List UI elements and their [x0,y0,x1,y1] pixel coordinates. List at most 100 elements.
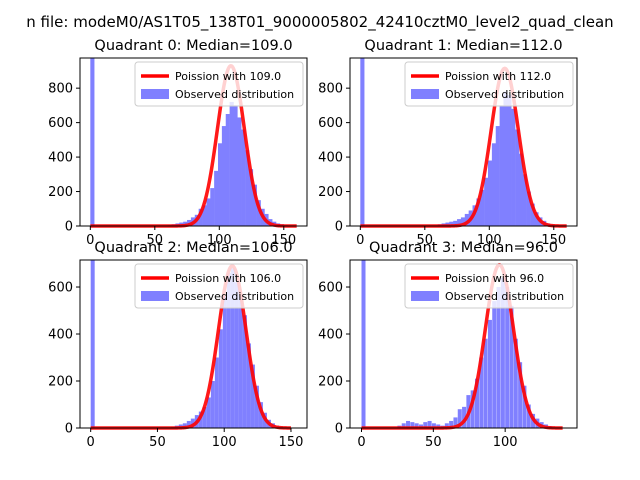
y-tick-label: 800 [48,82,73,97]
histogram-bar [246,343,251,428]
histogram-bar [487,319,492,428]
x-tick-label: 50 [417,233,434,248]
histogram-bar [476,198,481,226]
y-tick-label: 200 [48,185,73,200]
axes-frame [79,57,308,227]
y-tick-label: 400 [318,151,343,166]
figure-suptitle: n file: modeM0/AS1T05_138T01_9000005802_… [26,13,613,32]
x-tick-label: 50 [149,435,166,450]
y-tick-label: 800 [318,82,343,97]
histogram-bar [210,188,215,226]
x-tick-label: 0 [357,435,365,450]
legend-label-observed: Observed distribution [175,290,294,303]
histogram-bar [507,95,512,227]
axes-frame [349,57,578,227]
histogram-bar [522,174,527,226]
histogram-bar [198,411,203,428]
quadrant-3-title: Quadrant 3: Median=96.0 [369,240,558,256]
legend: Poission with 96.0 Observed distribution [404,263,574,309]
legend-label-observed: Observed distribution [445,88,564,101]
histogram-bar [238,296,243,428]
histogram-bar [186,420,191,428]
histogram-spike-bar [90,260,95,428]
y-tick-label: 600 [318,281,343,296]
histogram-bar [526,191,531,226]
legend-patch-swatch [411,291,439,301]
histogram-bar [414,423,419,428]
histogram-bar [522,385,527,428]
y-tick-label: 600 [48,281,73,296]
histogram-bar [214,357,219,428]
histogram-bar [256,200,261,226]
histogram-bar [250,364,255,428]
x-tick-label: 100 [207,233,232,248]
legend-box [134,263,304,309]
y-tick-label: 200 [48,375,73,390]
axes-frame [79,259,308,429]
legend-label-poisson: Poission with 96.0 [445,272,544,285]
histogram-bar [495,126,500,226]
histogram-spike-bar [361,260,366,428]
histogram-bar [499,105,504,226]
legend-patch-swatch [141,89,169,99]
y-tick-label: 0 [65,220,73,235]
legend: Poission with 109.0 Observed distribution [134,61,304,107]
histogram-spike-bar [90,58,95,226]
histogram-bar [518,362,523,428]
histogram-bar [453,417,458,428]
quadrant-3-panel: 0 50 100 0 200 400 600 Quadrant 3: Median=96.0 P… [318,240,578,450]
legend-box [404,263,574,309]
histogram-bar [505,287,510,428]
histogram-bar [245,150,250,226]
histogram-bar [449,221,454,226]
histogram-bar [258,402,263,428]
x-tick-label: 50 [147,233,164,248]
legend-patch-swatch [411,89,439,99]
x-tick-label: 0 [86,233,94,248]
histogram-bar [496,287,501,428]
x-tick-label: 50 [425,435,442,450]
histogram-bar [479,357,484,428]
quadrant-1-title: Quadrant 1: Median=112.0 [364,38,562,54]
y-tick-label: 200 [318,185,343,200]
histogram-bar [480,189,485,226]
histogram-bar [431,423,436,428]
legend-label-observed: Observed distribution [175,88,294,101]
histogram-bars [360,58,555,227]
histogram-bar [534,212,539,226]
histogram-bar [500,277,505,428]
histogram-bar [491,143,497,226]
histogram-bar [182,423,187,428]
histogram-bar [229,101,234,226]
y-tick-label: 600 [48,116,73,131]
histogram-bar [230,268,235,428]
histogram-bar [470,390,475,428]
quadrant-2-title: Quadrant 2: Median=106.0 [94,240,292,256]
legend-label-poisson: Poission with 112.0 [445,70,551,83]
histogram-spike-bar [360,58,365,226]
histogram-bar [214,170,219,226]
histogram-bar [449,420,454,428]
histogram-bar [237,117,242,226]
histogram-bars [90,260,283,428]
histogram-bar [202,205,207,226]
y-tick-label: 0 [65,422,73,437]
quadrant-0-panel: 0 50 100 150 0 200 400 600 800 Quadrant 0: Median… [48,38,308,248]
histogram-bar [221,126,227,226]
histogram-bar [474,378,480,428]
histogram-bar [242,315,247,428]
legend-label-poisson: Poission with 109.0 [175,70,281,83]
y-tick-label: 0 [335,220,343,235]
histogram-bar [457,219,462,226]
histogram-bar [198,208,203,226]
histogram-bar [234,282,239,428]
histogram-bar [410,422,415,428]
x-tick-label: 150 [271,233,296,248]
histogram-bar [483,338,488,428]
legend-box [134,61,304,107]
histogram-bar [252,184,257,226]
legend-label-observed: Observed distribution [445,290,564,303]
y-tick-label: 200 [318,375,343,390]
histogram-bar [503,91,508,226]
